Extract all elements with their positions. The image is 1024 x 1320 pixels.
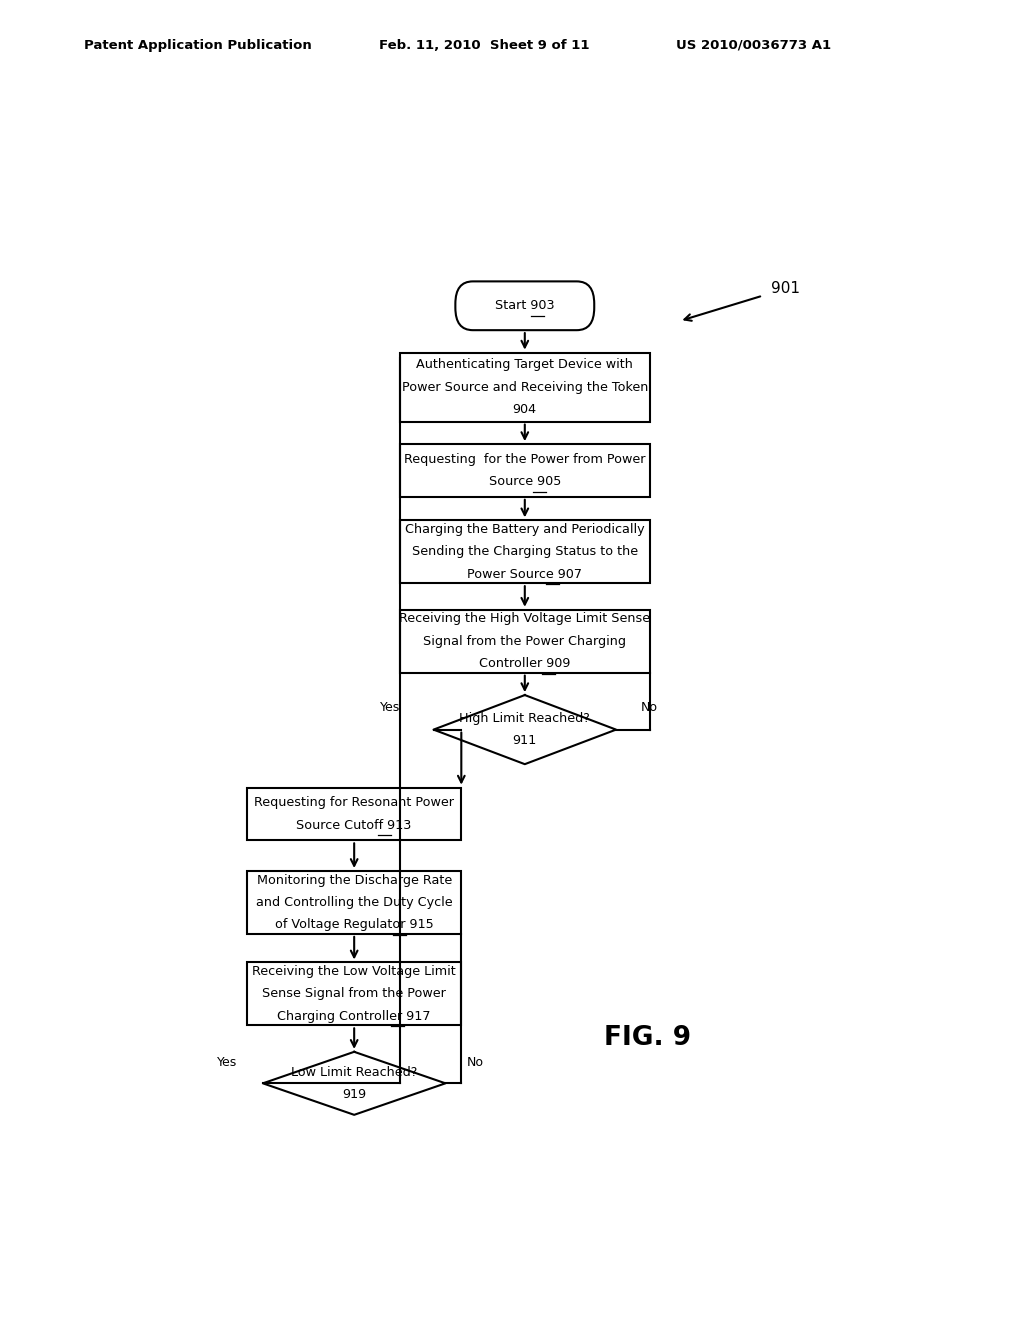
Text: US 2010/0036773 A1: US 2010/0036773 A1 xyxy=(676,38,830,51)
FancyArrowPatch shape xyxy=(684,297,760,321)
Text: Start 903: Start 903 xyxy=(495,300,555,313)
Text: 901: 901 xyxy=(771,281,800,296)
Text: Feb. 11, 2010  Sheet 9 of 11: Feb. 11, 2010 Sheet 9 of 11 xyxy=(379,38,590,51)
Text: Controller 909: Controller 909 xyxy=(479,657,570,671)
Text: 919: 919 xyxy=(342,1088,367,1101)
Text: Signal from the Power Charging: Signal from the Power Charging xyxy=(423,635,627,648)
Text: Source Cutoff 913: Source Cutoff 913 xyxy=(297,818,412,832)
Text: Sense Signal from the Power: Sense Signal from the Power xyxy=(262,987,446,1001)
Text: 904: 904 xyxy=(513,403,537,416)
Polygon shape xyxy=(433,696,616,764)
Bar xyxy=(247,788,461,841)
Text: Authenticating Target Device with: Authenticating Target Device with xyxy=(417,358,633,371)
Text: Receiving the High Voltage Limit Sense: Receiving the High Voltage Limit Sense xyxy=(399,612,650,626)
Text: Monitoring the Discharge Rate: Monitoring the Discharge Rate xyxy=(257,874,452,887)
Bar xyxy=(399,352,650,421)
Polygon shape xyxy=(263,1052,445,1115)
FancyBboxPatch shape xyxy=(456,281,594,330)
Text: of Voltage Regulator 915: of Voltage Regulator 915 xyxy=(274,919,433,932)
Bar xyxy=(399,444,650,496)
Text: Power Source 907: Power Source 907 xyxy=(467,568,583,581)
Text: Patent Application Publication: Patent Application Publication xyxy=(84,38,311,51)
Text: No: No xyxy=(641,701,657,714)
Bar xyxy=(399,610,650,673)
Text: Receiving the Low Voltage Limit: Receiving the Low Voltage Limit xyxy=(252,965,456,978)
Bar xyxy=(399,520,650,583)
Text: Low Limit Reached?: Low Limit Reached? xyxy=(291,1065,418,1078)
Text: Charging the Battery and Periodically: Charging the Battery and Periodically xyxy=(404,523,645,536)
Bar xyxy=(247,871,461,935)
Text: No: No xyxy=(467,1056,484,1069)
Text: Power Source and Receiving the Token: Power Source and Receiving the Token xyxy=(401,380,648,393)
Text: 911: 911 xyxy=(513,734,537,747)
Text: Charging Controller 917: Charging Controller 917 xyxy=(278,1010,431,1023)
Text: and Controlling the Duty Cycle: and Controlling the Duty Cycle xyxy=(256,896,453,909)
Text: Yes: Yes xyxy=(217,1056,238,1069)
Bar xyxy=(247,962,461,1026)
Text: FIG. 9: FIG. 9 xyxy=(604,1024,691,1051)
Text: Yes: Yes xyxy=(380,701,400,714)
Text: Requesting for Resonant Power: Requesting for Resonant Power xyxy=(254,796,455,809)
Text: High Limit Reached?: High Limit Reached? xyxy=(460,711,590,725)
Text: Requesting  for the Power from Power: Requesting for the Power from Power xyxy=(404,453,645,466)
Text: Sending the Charging Status to the: Sending the Charging Status to the xyxy=(412,545,638,558)
Text: Source 905: Source 905 xyxy=(488,475,561,488)
